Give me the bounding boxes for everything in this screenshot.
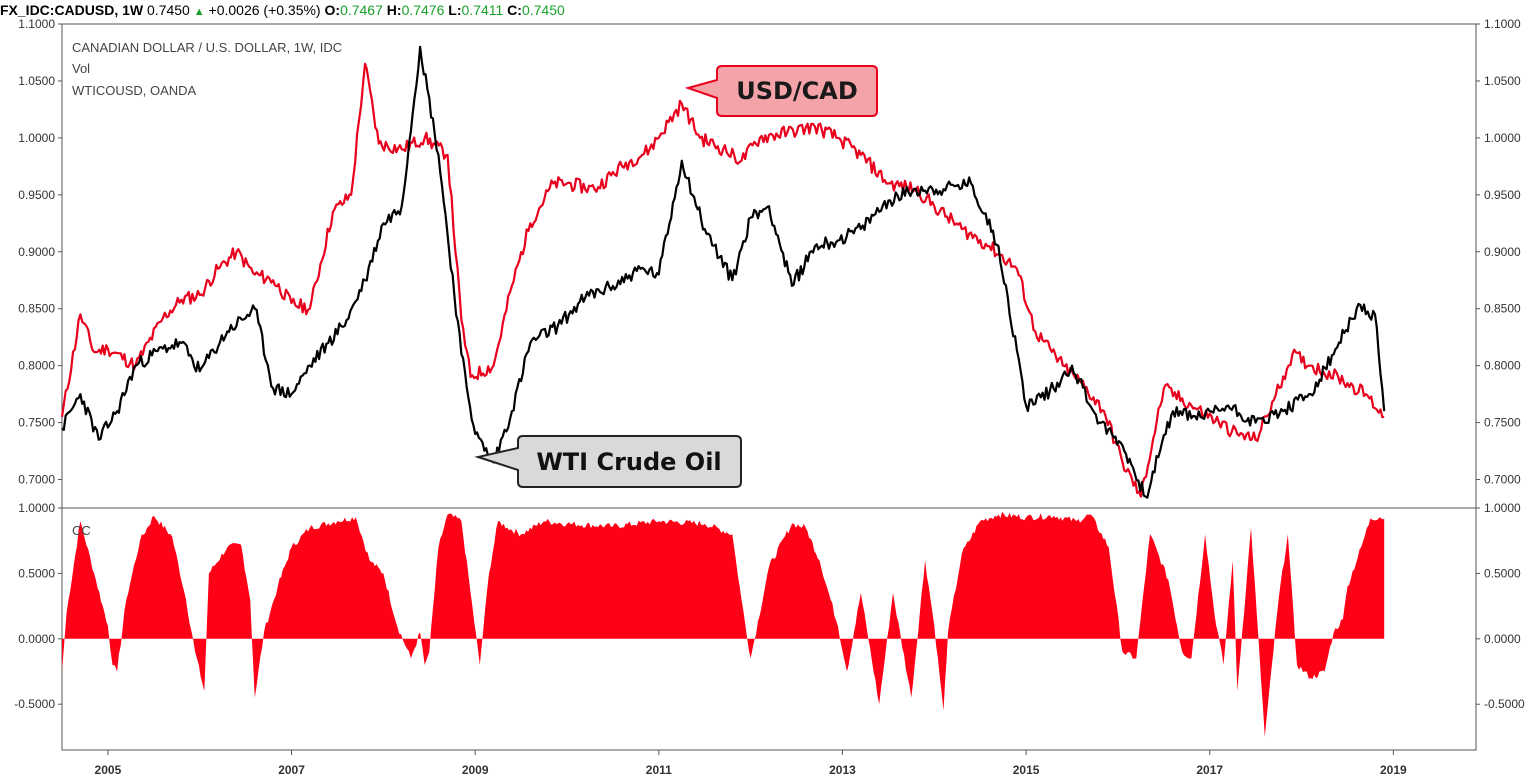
- low-label: L:: [448, 2, 462, 18]
- low-value: 0.7411: [461, 2, 504, 18]
- cc-tick-label-left: 0.0000: [18, 632, 55, 646]
- cc-tick-label-right: 0.0000: [1484, 632, 1521, 646]
- wti-series-line: [61, 45, 1386, 499]
- usdcad-series-line: [60, 62, 1385, 498]
- price-change: +0.0026 (+0.35%): [208, 2, 321, 18]
- x-tick-label: 2007: [278, 763, 305, 777]
- cc-tick-label-left: 1.0000: [18, 501, 55, 515]
- legend-wti: WTICOUSD, OANDA: [72, 83, 197, 98]
- last-price: 0.7450: [147, 2, 190, 18]
- x-tick-label: 2011: [646, 763, 672, 777]
- y-tick-label-left: 0.8500: [18, 302, 55, 316]
- x-tick-label: 2015: [1013, 763, 1040, 777]
- correlation-area: [62, 511, 1385, 737]
- high-label: H:: [386, 2, 402, 18]
- legend-cadusd: CANADIAN DOLLAR / U.S. DOLLAR, 1W, IDC: [72, 40, 342, 55]
- x-tick-label: 2005: [95, 763, 122, 777]
- up-arrow-icon: ▲: [193, 6, 205, 18]
- cc-tick-label-left: 0.5000: [18, 566, 55, 580]
- close-value: 0.7450: [521, 2, 565, 18]
- y-tick-label-right: 0.9000: [1484, 245, 1521, 259]
- y-tick-label-right: 1.1000: [1484, 17, 1521, 31]
- y-tick-label-right: 0.8000: [1484, 359, 1521, 373]
- y-tick-label-left: 1.1000: [18, 17, 55, 31]
- y-tick-label-left: 0.7500: [18, 416, 55, 430]
- cc-tick-label-right: 0.5000: [1484, 566, 1521, 580]
- usdcad-callout: USD/CAD: [684, 65, 878, 117]
- y-tick-label-left: 0.9500: [18, 188, 55, 202]
- y-tick-label-left: 0.7000: [18, 473, 55, 487]
- close-label: C:: [507, 2, 522, 18]
- y-tick-label-left: 0.8000: [18, 359, 55, 373]
- wti-callout: WTI Crude Oil: [474, 435, 742, 488]
- symbol-header: FX_IDC:CADUSD, 1W 0.7450 ▲ +0.0026 (+0.3…: [0, 0, 565, 20]
- legend-vol: Vol: [72, 61, 90, 76]
- high-value: 0.7476: [401, 2, 445, 18]
- y-tick-label-left: 1.0500: [18, 74, 55, 88]
- wti-callout-label: WTI Crude Oil: [536, 448, 721, 476]
- open-value: 0.7467: [340, 2, 383, 18]
- cc-tick-label-right: -0.5000: [1484, 697, 1525, 711]
- y-tick-label-right: 0.7500: [1484, 416, 1521, 430]
- y-tick-label-right: 1.0500: [1484, 74, 1521, 88]
- legend-cc: CC: [72, 523, 91, 538]
- x-tick-label: 2013: [829, 763, 856, 777]
- cc-tick-label-right: 1.0000: [1484, 501, 1521, 515]
- y-tick-label-right: 0.8500: [1484, 302, 1521, 316]
- x-tick-label: 2009: [462, 763, 489, 777]
- x-tick-label: 2017: [1196, 763, 1223, 777]
- cc-tick-label-left: -0.5000: [14, 697, 55, 711]
- y-tick-label-right: 1.0000: [1484, 131, 1521, 145]
- usdcad-callout-label: USD/CAD: [736, 77, 858, 105]
- open-label: O:: [324, 2, 341, 18]
- symbol-label: FX_IDC:CADUSD, 1W: [0, 2, 144, 18]
- x-tick-label: 2019: [1380, 763, 1407, 777]
- y-tick-label-left: 0.9000: [18, 245, 55, 259]
- y-tick-label-left: 1.0000: [18, 131, 55, 145]
- y-tick-label-right: 0.7000: [1484, 473, 1521, 487]
- lower-pane-frame: [61, 507, 1477, 751]
- y-tick-label-right: 0.9500: [1484, 188, 1521, 202]
